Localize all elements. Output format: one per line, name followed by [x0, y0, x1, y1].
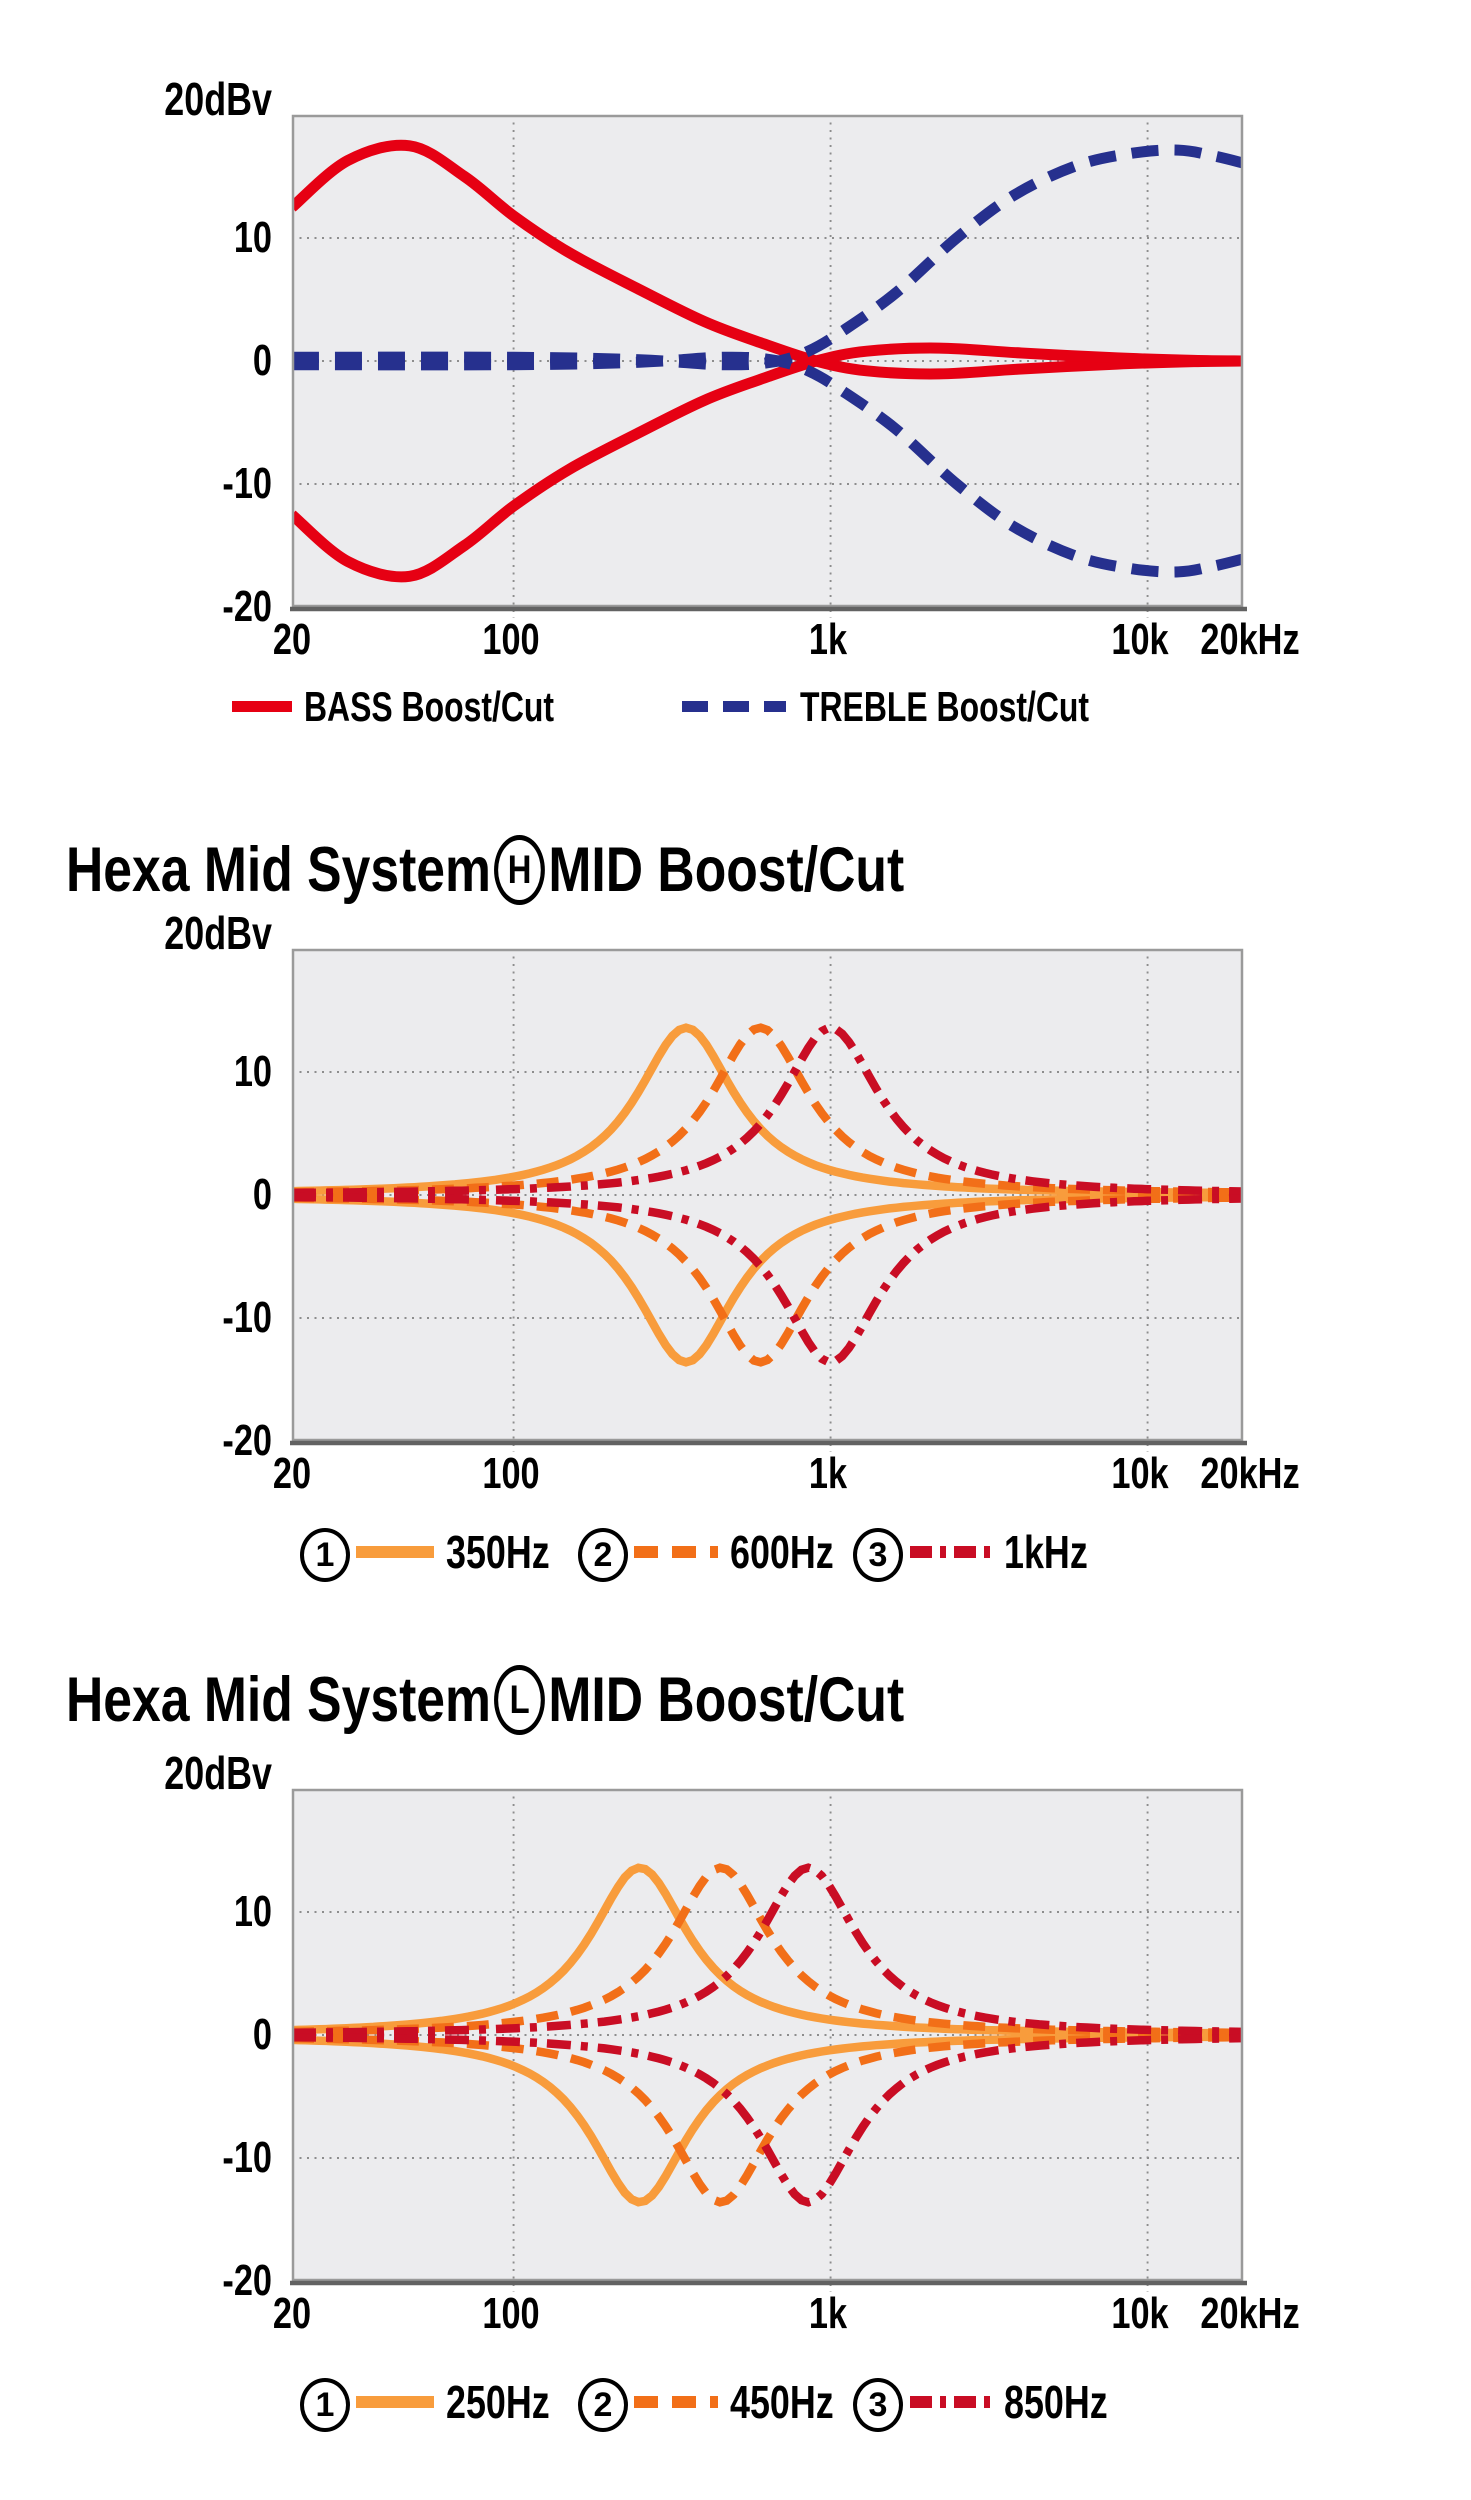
- hexa-mid-l-title-prefix: Hexa Mid System: [66, 1665, 491, 1735]
- mid-l-y-tick-m10: -10: [222, 2133, 272, 2182]
- bass-legend-swatch: [232, 701, 292, 712]
- hexa-mid-h-title: Hexa Mid System H MID Boost/Cut: [66, 832, 1088, 908]
- mid-h-y-tick-m20: -20: [222, 1416, 272, 1465]
- tone-y-tick-m20: -20: [222, 582, 272, 631]
- mid-h-600-label: 600Hz: [730, 1526, 834, 1578]
- hexa-mid-h-title-prefix: Hexa Mid System: [66, 835, 491, 905]
- mid-l-y-tick-0: 0: [252, 2010, 272, 2059]
- tone-y-tick-0: 0: [252, 336, 272, 385]
- mid-h-y-tick-0: 0: [252, 1170, 272, 1219]
- mid-h-1k-label: 1kHz: [1004, 1526, 1088, 1578]
- tone-x-tick-20khz: 20kHz: [1200, 615, 1300, 664]
- mid-h-x-tick-100: 100: [482, 1449, 540, 1498]
- mid-l-x-tick-1k: 1k: [808, 2289, 848, 2338]
- hexa-mid-l-title-suffix: MID Boost/Cut: [548, 1665, 905, 1735]
- mid-l-y-tick-10: 10: [233, 1887, 272, 1936]
- mid-h-y-unit-label: 20dBv: [164, 907, 272, 959]
- mid-l-x-tick-10k: 10k: [1111, 2289, 1169, 2338]
- hexa-mid-h-title-suffix: MID Boost/Cut: [548, 835, 905, 905]
- mid-l-x-tick-20: 20: [272, 2289, 312, 2338]
- legend-number-3-icon: 3: [853, 1528, 903, 1582]
- bass-legend-label: BASS Boost/Cut: [304, 683, 555, 730]
- mid-h-350-swatch: [356, 1546, 434, 1558]
- mid-l-250-label: 250Hz: [446, 2376, 550, 2428]
- mid-h-350-label: 350Hz: [446, 1526, 550, 1578]
- treble-legend-swatch: [682, 701, 786, 712]
- mid-h-y-tick-10: 10: [233, 1047, 272, 1096]
- mid-l-450-label: 450Hz: [730, 2376, 834, 2428]
- mid-h-x-tick-20: 20: [272, 1449, 312, 1498]
- mid-h-x-tick-20khz: 20kHz: [1200, 1449, 1300, 1498]
- mid-h-x-tick-10k: 10k: [1111, 1449, 1169, 1498]
- treble-legend-label: TREBLE Boost/Cut: [800, 683, 1090, 730]
- mid-h-1k-swatch: [910, 1546, 992, 1558]
- circled-l-icon: L: [494, 1665, 546, 1735]
- mid-l-x-tick-20khz: 20kHz: [1200, 2289, 1300, 2338]
- mid-h-chart-plot: [290, 948, 1247, 1452]
- mid-h-x-tick-1k: 1k: [808, 1449, 848, 1498]
- tone-y-tick-m10: -10: [222, 459, 272, 508]
- mid-l-chart-plot: [290, 1788, 1247, 2292]
- mid-l-450-swatch: [634, 2396, 718, 2408]
- tone-x-tick-10k: 10k: [1111, 615, 1169, 664]
- tone-chart-plot: [290, 114, 1247, 618]
- tone-x-tick-20: 20: [272, 615, 312, 664]
- tone-y-tick-10: 10: [233, 213, 272, 262]
- mid-l-850-swatch: [910, 2396, 992, 2408]
- mid-h-y-tick-m10: -10: [222, 1293, 272, 1342]
- tone-y-unit-label: 20dBv: [164, 73, 272, 125]
- mid-l-850-label: 850Hz: [1004, 2376, 1108, 2428]
- mid-l-y-unit-label: 20dBv: [164, 1747, 272, 1799]
- mid-l-250-swatch: [356, 2396, 434, 2408]
- tone-x-tick-1k: 1k: [808, 615, 848, 664]
- legend-number-3-icon: 3: [853, 2378, 903, 2432]
- mid-l-y-tick-m20: -20: [222, 2256, 272, 2305]
- mid-l-x-tick-100: 100: [482, 2289, 540, 2338]
- legend-number-2-icon: 2: [578, 1528, 628, 1582]
- tone-x-tick-100: 100: [482, 615, 540, 664]
- circled-h-icon: H: [494, 835, 546, 905]
- mid-h-600-swatch: [634, 1546, 718, 1558]
- legend-number-2-icon: 2: [578, 2378, 628, 2432]
- hexa-mid-l-title: Hexa Mid System L MID Boost/Cut: [66, 1662, 1088, 1738]
- legend-number-1-icon: 1: [300, 1528, 350, 1582]
- legend-number-1-icon: 1: [300, 2378, 350, 2432]
